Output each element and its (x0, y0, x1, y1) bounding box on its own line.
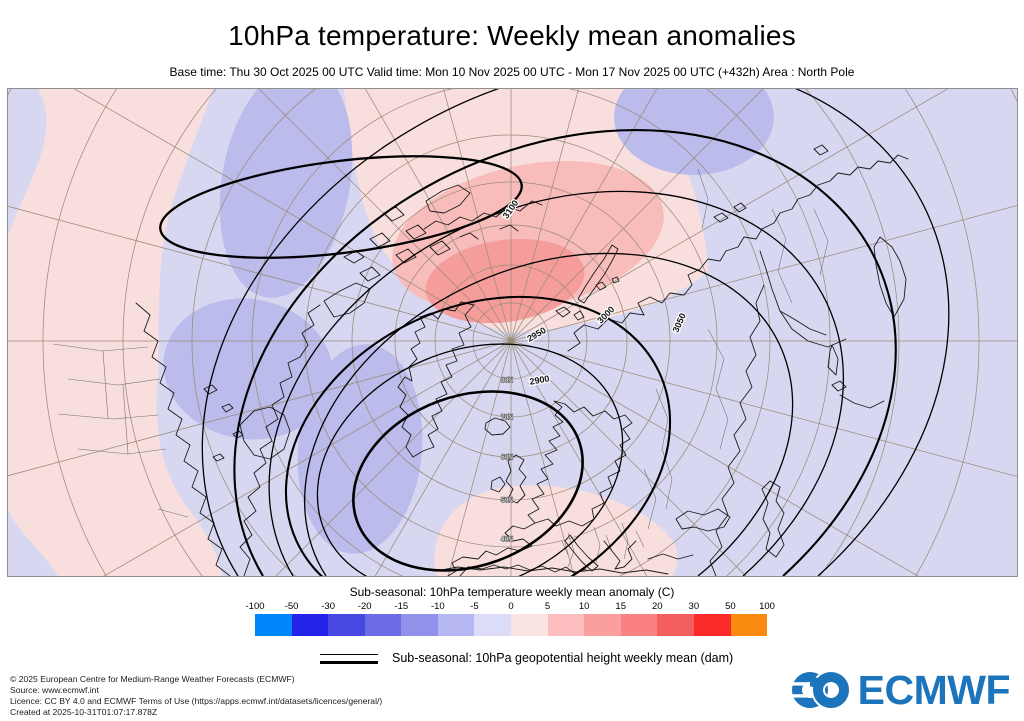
lat-label-40n: 40N (501, 536, 513, 543)
ecmwf-logo-text: ECMWF (857, 667, 1011, 713)
contour-line-sample-icon (320, 652, 378, 664)
colorbar-cell (657, 614, 694, 636)
colorbar-cell (328, 614, 365, 636)
latitude-labels: 80N 70N 60N 50N 40N (500, 376, 514, 543)
lat-label-70n: 70N (501, 414, 513, 421)
colorbar-cell (474, 614, 512, 636)
colorbar-tick: -10 (430, 601, 445, 612)
colorbar-tick: 30 (688, 601, 700, 612)
height-contours (159, 89, 950, 576)
colorbar-tick: -15 (394, 601, 409, 612)
footer-created-at: Created at 2025-10-31T01:07:17.878Z (10, 707, 158, 717)
contour-legend-label: Sub-seasonal: 10hPa geopotential height … (392, 651, 734, 665)
anomaly-fill-warm-africa (434, 485, 678, 576)
subtitle: Base time: Thu 30 Oct 2025 00 UTC Valid … (169, 65, 855, 79)
colorbar-cell (437, 614, 475, 636)
colorbar-cell (364, 614, 402, 636)
coastlines (135, 144, 909, 576)
colorbar-tick: 10 (578, 601, 590, 612)
lat-label-50n: 50N (501, 497, 513, 504)
colorbar-cell (584, 614, 621, 636)
colorbar-tick: -100 (245, 601, 265, 612)
colorbar-tick: -30 (321, 601, 336, 612)
colorbar-tick: 50 (725, 601, 736, 612)
colorbar-tick: -50 (284, 601, 299, 612)
colorbar-ticks: -100 -50 -30 -20 -15 -10 -5 0 5 10 15 20… (245, 601, 774, 612)
map-area: 3100 2950 3000 3050 2900 80N 70N 60N 50N… (7, 88, 1018, 577)
colorbar-cell (255, 614, 292, 636)
footer: © 2025 European Centre for Medium-Range … (10, 674, 382, 718)
footer-copyright: © 2025 European Centre for Medium-Range … (10, 674, 295, 684)
colorbar-cell (291, 614, 329, 636)
colorbar-tick: 20 (651, 601, 663, 612)
ecmwf-logo-icon (788, 670, 851, 710)
colorbar-cell (547, 614, 585, 636)
anomaly-fill-cold-4 (614, 89, 774, 175)
colorbar-tick: 15 (615, 601, 626, 612)
colorbar-cell (730, 614, 768, 636)
colorbar-title: Sub-seasonal: 10hPa temperature weekly m… (349, 585, 675, 599)
footer-licence: Licence: CC BY 4.0 and ECMWF Terms of Us… (10, 696, 383, 706)
anomaly-fill-cold-1 (219, 89, 353, 298)
colorbar-tick: 0 (508, 601, 514, 612)
colorbar-tick: 100 (759, 601, 775, 612)
ecmwf-logo: ECMWF (788, 667, 1011, 713)
colorbar-cell (693, 614, 731, 636)
colorbar-cell (401, 614, 438, 636)
colorbar-tick: -5 (470, 601, 479, 612)
colorbar (255, 614, 768, 636)
lat-label-80n: 80N (501, 377, 513, 384)
contour-legend: Sub-seasonal: 10hPa geopotential height … (320, 648, 733, 668)
colorbar-tick: -20 (357, 601, 372, 612)
anomaly-fill-cold-3 (297, 344, 423, 554)
contour-label-2900: 2900 (529, 373, 550, 386)
colorbar-cell (620, 614, 658, 636)
colorbar-tick: 5 (544, 601, 551, 612)
colorbar-cell (511, 614, 548, 636)
polar-map: 3100 2950 3000 3050 2900 80N 70N 60N 50N… (8, 89, 1017, 576)
lat-label-60n: 60N (501, 454, 513, 461)
page-title: 10hPa temperature: Weekly mean anomalies (228, 20, 796, 51)
footer-source: Source: www.ecmwf.int (10, 685, 99, 695)
